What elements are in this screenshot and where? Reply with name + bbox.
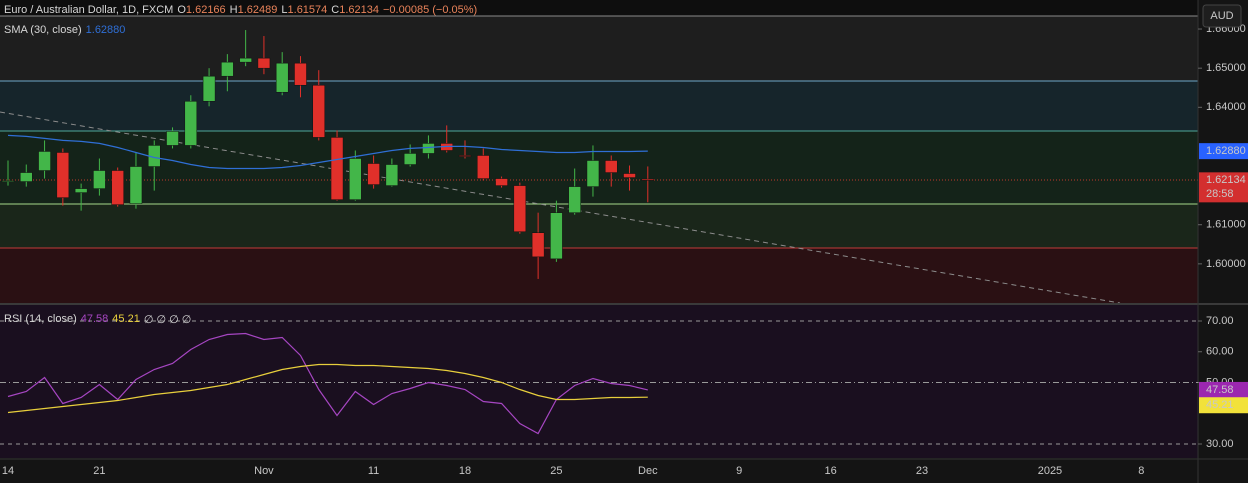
ohlc-key: L: [281, 4, 288, 16]
candle-body: [330, 137, 344, 200]
candle-body: [20, 172, 33, 182]
sma-title: SMA (30, close): [4, 24, 82, 36]
rsi-ma-value: 45.21: [112, 313, 140, 325]
candle-body: [458, 155, 472, 157]
candle-body: [623, 173, 636, 178]
candle-body: [111, 170, 124, 205]
candle-body: [166, 131, 179, 146]
x-tick-label: 8: [1138, 465, 1144, 477]
y-tick-label: 1.61000: [1206, 219, 1246, 231]
candle-body: [294, 62, 307, 86]
zone: [0, 16, 1198, 81]
candle-body: [312, 84, 326, 138]
candle-body: [221, 61, 234, 77]
candle-body: [184, 101, 198, 146]
candle-body: [531, 232, 545, 258]
rsi-line: [7, 363, 648, 414]
candle-body: [422, 143, 435, 154]
rsi-ma-price-label: 45.21: [1206, 399, 1234, 411]
sma-line: [7, 134, 648, 170]
sma-legend: SMA (30, close) 1.62880: [4, 24, 125, 36]
rsi-legend: RSI (14, close) 47.58 45.21 ∅ ∅ ∅ ∅: [4, 313, 191, 326]
x-tick-label: 16: [824, 465, 836, 477]
x-tick-label: 11: [368, 465, 379, 477]
rsi-price-label: 47.58: [1206, 384, 1234, 396]
candle-body: [275, 62, 289, 93]
candle-body: [403, 153, 417, 165]
y-tick-label: 1.65000: [1206, 62, 1246, 74]
x-tick-label: Dec: [638, 465, 658, 477]
candle-body: [604, 160, 618, 173]
ohlc-key: H: [229, 4, 238, 16]
countdown: 28:58: [1206, 188, 1234, 200]
y-tick-label: 1.64000: [1206, 101, 1246, 113]
candle-body: [1, 180, 15, 182]
ohlc-value: 1.62489: [237, 4, 278, 16]
x-tick-label: 9: [736, 465, 742, 477]
ohlc-key: C: [331, 4, 340, 16]
rsi-title: RSI (14, close): [4, 313, 77, 325]
ohlc-value: 1.61574: [287, 4, 328, 16]
x-tick-label: 23: [916, 465, 928, 477]
candle-body: [367, 163, 380, 185]
y-tick-label: 1.60000: [1206, 258, 1246, 270]
candle-body: [495, 178, 508, 186]
currency-bg: [1202, 4, 1242, 28]
last-price-bg: [1199, 172, 1248, 203]
ohlc-value: 1.62166: [185, 4, 226, 16]
x-tick-label: 21: [93, 465, 105, 477]
rsi-value: 47.58: [80, 313, 109, 325]
candle-body: [38, 151, 51, 171]
candle-body: [513, 185, 527, 232]
ohlc-key: O: [177, 4, 186, 16]
zone: [0, 248, 1198, 303]
axis: 1.660001.650001.640001.610001.6000070.00…: [2, 4, 1248, 477]
candle-body: [586, 160, 600, 187]
symbol-title: Euro / Australian Dollar, 1D, FXCM: [4, 4, 174, 16]
candle-body: [93, 170, 106, 189]
zone: [0, 81, 1198, 131]
rsi-ma-price-label-bg: [1199, 397, 1248, 414]
zone: [0, 204, 1198, 248]
sma-price-label: 1.62880: [1206, 145, 1246, 157]
x-tick-label: 2025: [1038, 465, 1062, 477]
rsi-pane-bg: [0, 305, 1198, 458]
candle-body: [129, 166, 143, 204]
y-tick-label: 60.00: [1206, 346, 1234, 358]
header-bg: [0, 0, 1198, 16]
candle-body: [349, 158, 362, 200]
rsi-symbols: ∅ ∅ ∅ ∅: [143, 314, 192, 326]
ohlc-value: 1.62134: [339, 4, 379, 16]
candle-body: [641, 178, 655, 181]
candle-body: [74, 188, 88, 193]
candle-body: [550, 212, 563, 260]
y-tick-label: 70.00: [1206, 315, 1234, 327]
candle-body: [202, 75, 216, 102]
candle-body: [239, 57, 252, 63]
candle-body: [385, 164, 399, 186]
currency: AUD: [1210, 10, 1233, 22]
candle-body: [257, 57, 271, 69]
rsi-line: [7, 332, 648, 435]
change: −0.00085 (−0.05%): [383, 4, 478, 16]
x-tick-label: 18: [459, 465, 471, 477]
symbol-legend: Euro / Australian Dollar, 1D, FXCM O1.62…: [4, 4, 477, 16]
y-tick-label: 30.00: [1206, 438, 1234, 450]
last-price: 1.62134: [1206, 174, 1246, 186]
sma-price-label-bg: [1199, 143, 1248, 160]
x-tick-label: 25: [550, 465, 562, 477]
candle-body: [56, 152, 70, 198]
candle-body: [568, 186, 581, 213]
sma-value: 1.62880: [85, 24, 126, 36]
rsi-price-label-bg: [1199, 381, 1248, 398]
marks: [0, 30, 1198, 445]
x-tick-label: Nov: [254, 465, 274, 477]
x-tick-label: 14: [2, 465, 14, 477]
candle-body: [477, 155, 490, 179]
